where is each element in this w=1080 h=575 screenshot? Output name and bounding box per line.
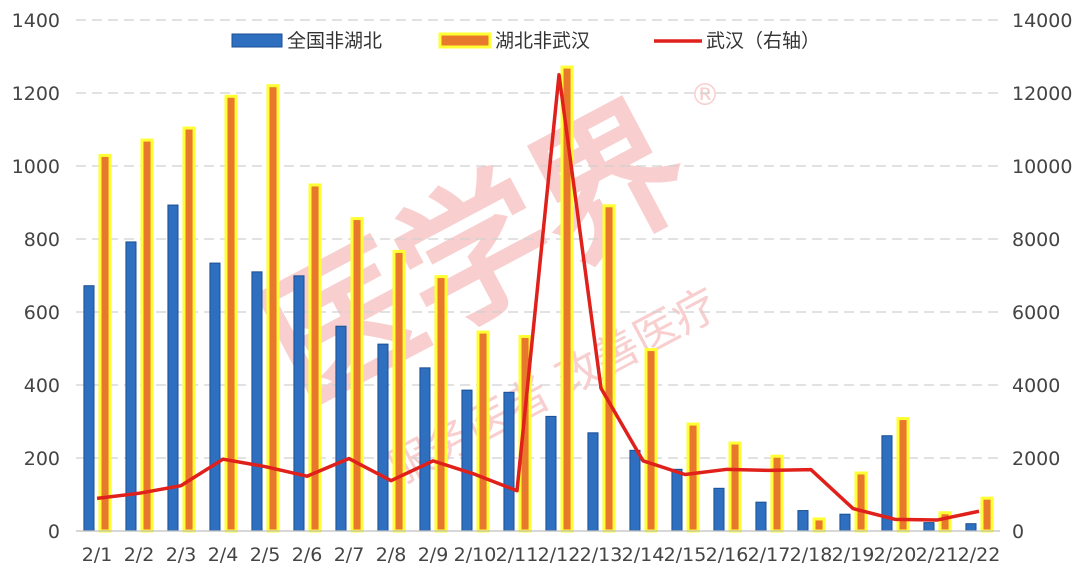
x-tick-label: 2/2 [124, 544, 155, 566]
bar-hubei-fei-wuhan [266, 84, 280, 533]
y-right-tick-label: 0 [1012, 521, 1024, 543]
bar-hubei-fei-wuhan [140, 138, 154, 533]
legend-label-hubei-fei-wuhan: 湖北非武汉 [495, 30, 590, 52]
bar-quanguo-fei-hubei [251, 271, 263, 532]
bar-quanguo-fei-hubei [461, 389, 473, 532]
x-tick-label: 2/9 [418, 544, 449, 566]
bar-quanguo-fei-hubei [671, 468, 683, 532]
bar-quanguo-fei-hubei [629, 449, 641, 532]
x-tick-label: 2/7 [334, 544, 365, 566]
x-tick-label: 2/22 [958, 544, 1001, 566]
y-right-tick-label: 10000 [1012, 156, 1072, 178]
y-left-tick-label: 800 [24, 229, 60, 251]
bar-quanguo-fei-hubei [83, 285, 95, 532]
x-tick-label: 2/19 [832, 544, 875, 566]
x-tick-label: 2/4 [208, 544, 239, 566]
bar-quanguo-fei-hubei [293, 275, 305, 532]
y-right-tick-label: 2000 [1012, 448, 1060, 470]
x-tick-label: 2/15 [664, 544, 707, 566]
legend-swatch-hubei-fei-wuhan [438, 32, 492, 49]
x-tick-label: 2/13 [580, 544, 623, 566]
x-tick-label: 2/5 [250, 544, 281, 566]
bar-quanguo-fei-hubei [503, 391, 515, 532]
legend-label-wuhan: 武汉（右轴） [706, 30, 820, 52]
bar-quanguo-fei-hubei [167, 204, 179, 532]
bar-quanguo-fei-hubei [545, 415, 557, 532]
bar-quanguo-fei-hubei [797, 510, 809, 532]
x-tick-label: 2/20 [874, 544, 917, 566]
x-tick-label: 2/3 [166, 544, 197, 566]
line-layer [96, 73, 980, 522]
x-tick-label: 2/16 [706, 544, 749, 566]
x-tick-label: 2/17 [748, 544, 791, 566]
bar-hubei-fei-wuhan [434, 275, 448, 533]
x-tick-label: 2/10 [454, 544, 497, 566]
x-tick-label: 2/21 [916, 544, 959, 566]
x-tick-label: 2/8 [376, 544, 407, 566]
bar-hubei-fei-wuhan [728, 441, 742, 533]
y-left-tick-label: 1000 [12, 156, 60, 178]
x-tick-label: 2/12 [538, 544, 581, 566]
bar-hubei-fei-wuhan [224, 94, 238, 533]
watermark-main-text: 医学界 [237, 73, 716, 438]
x-tick-label: 2/1 [82, 544, 113, 566]
y-left-tick-label: 0 [48, 521, 60, 543]
y-right-tick-label: 6000 [1012, 302, 1060, 324]
y-right-tick-label: 12000 [1012, 83, 1072, 105]
bar-hubei-fei-wuhan [938, 511, 952, 533]
y-left-tick-label: 1400 [12, 10, 60, 32]
y-left-tick-label: 600 [24, 302, 60, 324]
x-tick-label: 2/11 [496, 544, 539, 566]
bar-quanguo-fei-hubei [335, 325, 347, 532]
y-left-tick-label: 1200 [12, 83, 60, 105]
line-wuhan [96, 73, 980, 522]
y-left-tick-label: 200 [24, 448, 60, 470]
bar-hubei-fei-wuhan [182, 126, 196, 533]
bar-hubei-fei-wuhan [980, 496, 994, 533]
y-left-tick-label: 400 [24, 375, 60, 397]
bar-quanguo-fei-hubei [377, 343, 389, 532]
bar-hubei-fei-wuhan [98, 153, 112, 533]
bar-quanguo-fei-hubei [125, 241, 137, 532]
bar-hubei-fei-wuhan [896, 417, 910, 533]
legend-label-quanguo-fei-hubei: 全国非湖北 [287, 30, 382, 52]
bar-quanguo-fei-hubei [209, 262, 221, 532]
bar-hubei-fei-wuhan [392, 249, 406, 533]
y-right-tick-label: 4000 [1012, 375, 1060, 397]
bar-hubei-fei-wuhan [476, 330, 490, 533]
bar-hubei-fei-wuhan [644, 348, 658, 533]
bar-hubei-fei-wuhan [854, 471, 868, 533]
bar-quanguo-fei-hubei [713, 487, 725, 532]
bar-hubei-fei-wuhan [770, 454, 784, 533]
watermark-registered-mark: ® [690, 78, 720, 113]
bar-quanguo-fei-hubei [923, 522, 935, 532]
bar-hubei-fei-wuhan [308, 183, 322, 533]
x-tick-label: 2/6 [292, 544, 323, 566]
y-right-tick-label: 8000 [1012, 229, 1060, 251]
y-right-tick-label: 14000 [1012, 10, 1072, 32]
bar-quanguo-fei-hubei [965, 523, 977, 532]
bar-hubei-fei-wuhan [686, 422, 700, 533]
legend-swatch-quanguo-fei-hubei [231, 33, 283, 48]
bar-hubei-fei-wuhan [350, 217, 364, 533]
x-tick-label: 2/18 [790, 544, 833, 566]
legend: 全国非湖北 湖北非武汉 武汉（右轴） [231, 30, 820, 52]
bar-hubei-fei-wuhan [812, 517, 826, 533]
bar-hubei-fei-wuhan [602, 204, 616, 533]
bar-quanguo-fei-hubei [755, 501, 767, 532]
bar-quanguo-fei-hubei [587, 432, 599, 532]
bar-quanguo-fei-hubei [839, 513, 851, 532]
axes-layer: 0200400600800100012001400020004000600080… [12, 10, 1073, 566]
x-tick-label: 2/14 [622, 544, 665, 566]
bar-quanguo-fei-hubei [419, 367, 431, 532]
